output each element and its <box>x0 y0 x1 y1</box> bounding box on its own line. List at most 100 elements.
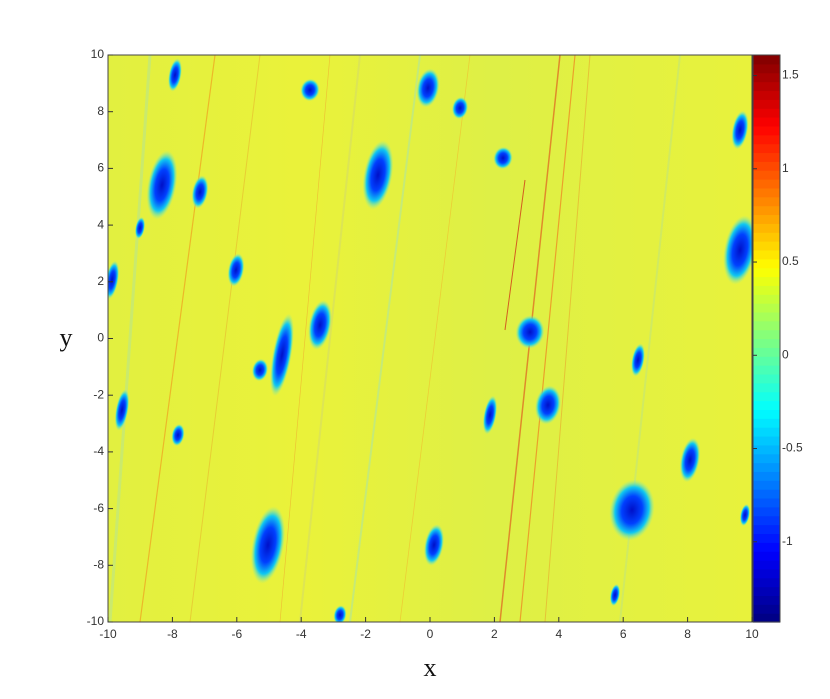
colorbar-step <box>753 187 780 198</box>
colorbar-step <box>753 347 780 357</box>
vortex <box>482 395 498 435</box>
colorbar-step <box>753 125 780 136</box>
colorbar-step <box>753 320 780 331</box>
colorbar-step <box>753 391 780 402</box>
colorbar-step <box>753 55 780 65</box>
vortex <box>739 503 751 527</box>
vortex <box>146 150 178 220</box>
vortex <box>191 175 209 209</box>
y-tick-label: 6 <box>97 161 104 175</box>
colorbar-step <box>753 196 780 207</box>
colorbar-step <box>753 99 780 109</box>
colorbar-step <box>753 81 780 92</box>
colorbar-step <box>753 559 780 570</box>
vortex <box>731 110 749 150</box>
vortex <box>114 389 130 431</box>
colorbar-step <box>753 267 780 278</box>
colorbar-step <box>753 524 780 535</box>
colorbar-step <box>753 365 780 375</box>
colorbar-step <box>753 453 780 464</box>
colorbar-step <box>753 551 780 561</box>
vortex <box>134 216 146 240</box>
colorbar-step <box>753 427 780 437</box>
colorbar-step <box>753 108 780 118</box>
vortex <box>631 343 645 377</box>
colorbar-step <box>753 373 780 384</box>
y-tick-label: -10 <box>87 614 105 628</box>
y-tick-label: 10 <box>91 47 105 61</box>
colorbar-tick-label: 1.5 <box>782 68 799 82</box>
colorbar-tick-label: -0.5 <box>782 441 803 455</box>
colorbar-step <box>753 497 780 508</box>
colorbar-step <box>753 515 780 526</box>
vortex <box>362 140 394 210</box>
y-axis-label: y <box>60 323 73 352</box>
y-tick-label: 0 <box>97 331 104 345</box>
colorbar-step <box>753 480 780 490</box>
vortex <box>308 300 332 350</box>
colorbar-step <box>753 542 780 552</box>
x-tick-label: 10 <box>745 627 759 641</box>
colorbar-step <box>753 303 780 313</box>
x-tick-label: 0 <box>427 627 434 641</box>
colorbar-step <box>753 409 780 419</box>
field-streak <box>399 55 471 622</box>
y-tick-label: 8 <box>97 104 104 118</box>
colorbar-step <box>753 382 780 393</box>
colorbar <box>753 55 780 623</box>
x-tick-label: 8 <box>684 627 691 641</box>
vortex <box>171 423 185 447</box>
vortex <box>300 78 320 102</box>
colorbar-step <box>753 63 780 74</box>
colorbar-step <box>753 134 780 145</box>
colorbar-step <box>753 329 780 340</box>
field-streak <box>299 55 361 622</box>
colorbar-step <box>753 143 780 154</box>
y-tick-label: -2 <box>93 387 104 401</box>
colorbar-step <box>753 506 780 517</box>
colorbar-step <box>753 595 780 605</box>
colorbar-step <box>753 533 780 543</box>
colorbar-step <box>753 338 780 348</box>
vortex <box>609 479 655 541</box>
field-streak <box>504 179 526 331</box>
colorbar-step <box>753 462 780 472</box>
colorbar-step <box>753 418 780 428</box>
vortex <box>515 315 545 349</box>
colorbar-tick-label: -1 <box>782 534 793 548</box>
x-tick-label: -10 <box>99 627 117 641</box>
colorbar-step <box>753 276 780 286</box>
colorbar-step <box>753 604 780 614</box>
colorbar-tick-label: 0 <box>782 347 789 361</box>
colorbar-step <box>753 471 780 481</box>
vortex <box>168 58 182 92</box>
colorbar-step <box>753 294 780 304</box>
colorbar-step <box>753 72 780 83</box>
y-tick-label: 2 <box>97 274 104 288</box>
vortex <box>250 506 286 584</box>
vortex <box>723 215 752 285</box>
colorbar-step <box>753 223 780 233</box>
colorbar-step <box>753 249 780 260</box>
colorbar-step <box>753 179 780 189</box>
vortex <box>534 385 562 425</box>
heatmap-field <box>108 55 752 622</box>
colorbar-step <box>753 241 780 251</box>
y-tick-label: 4 <box>97 217 104 231</box>
colorbar-tick-label: 0.5 <box>782 254 799 268</box>
x-tick-label: 2 <box>491 627 498 641</box>
colorbar-step <box>753 170 780 180</box>
vortex <box>227 253 245 287</box>
vortex <box>423 524 445 566</box>
y-tick-label: -6 <box>93 501 104 515</box>
x-tick-label: 6 <box>620 627 627 641</box>
field-streak <box>349 55 421 622</box>
y-tick-label: -4 <box>93 444 104 458</box>
colorbar-step <box>753 577 780 588</box>
colorbar-step <box>753 400 780 410</box>
x-tick-label: -2 <box>360 627 371 641</box>
x-tick-label: -8 <box>167 627 178 641</box>
colorbar-step <box>753 214 780 224</box>
field-streak <box>519 55 576 622</box>
